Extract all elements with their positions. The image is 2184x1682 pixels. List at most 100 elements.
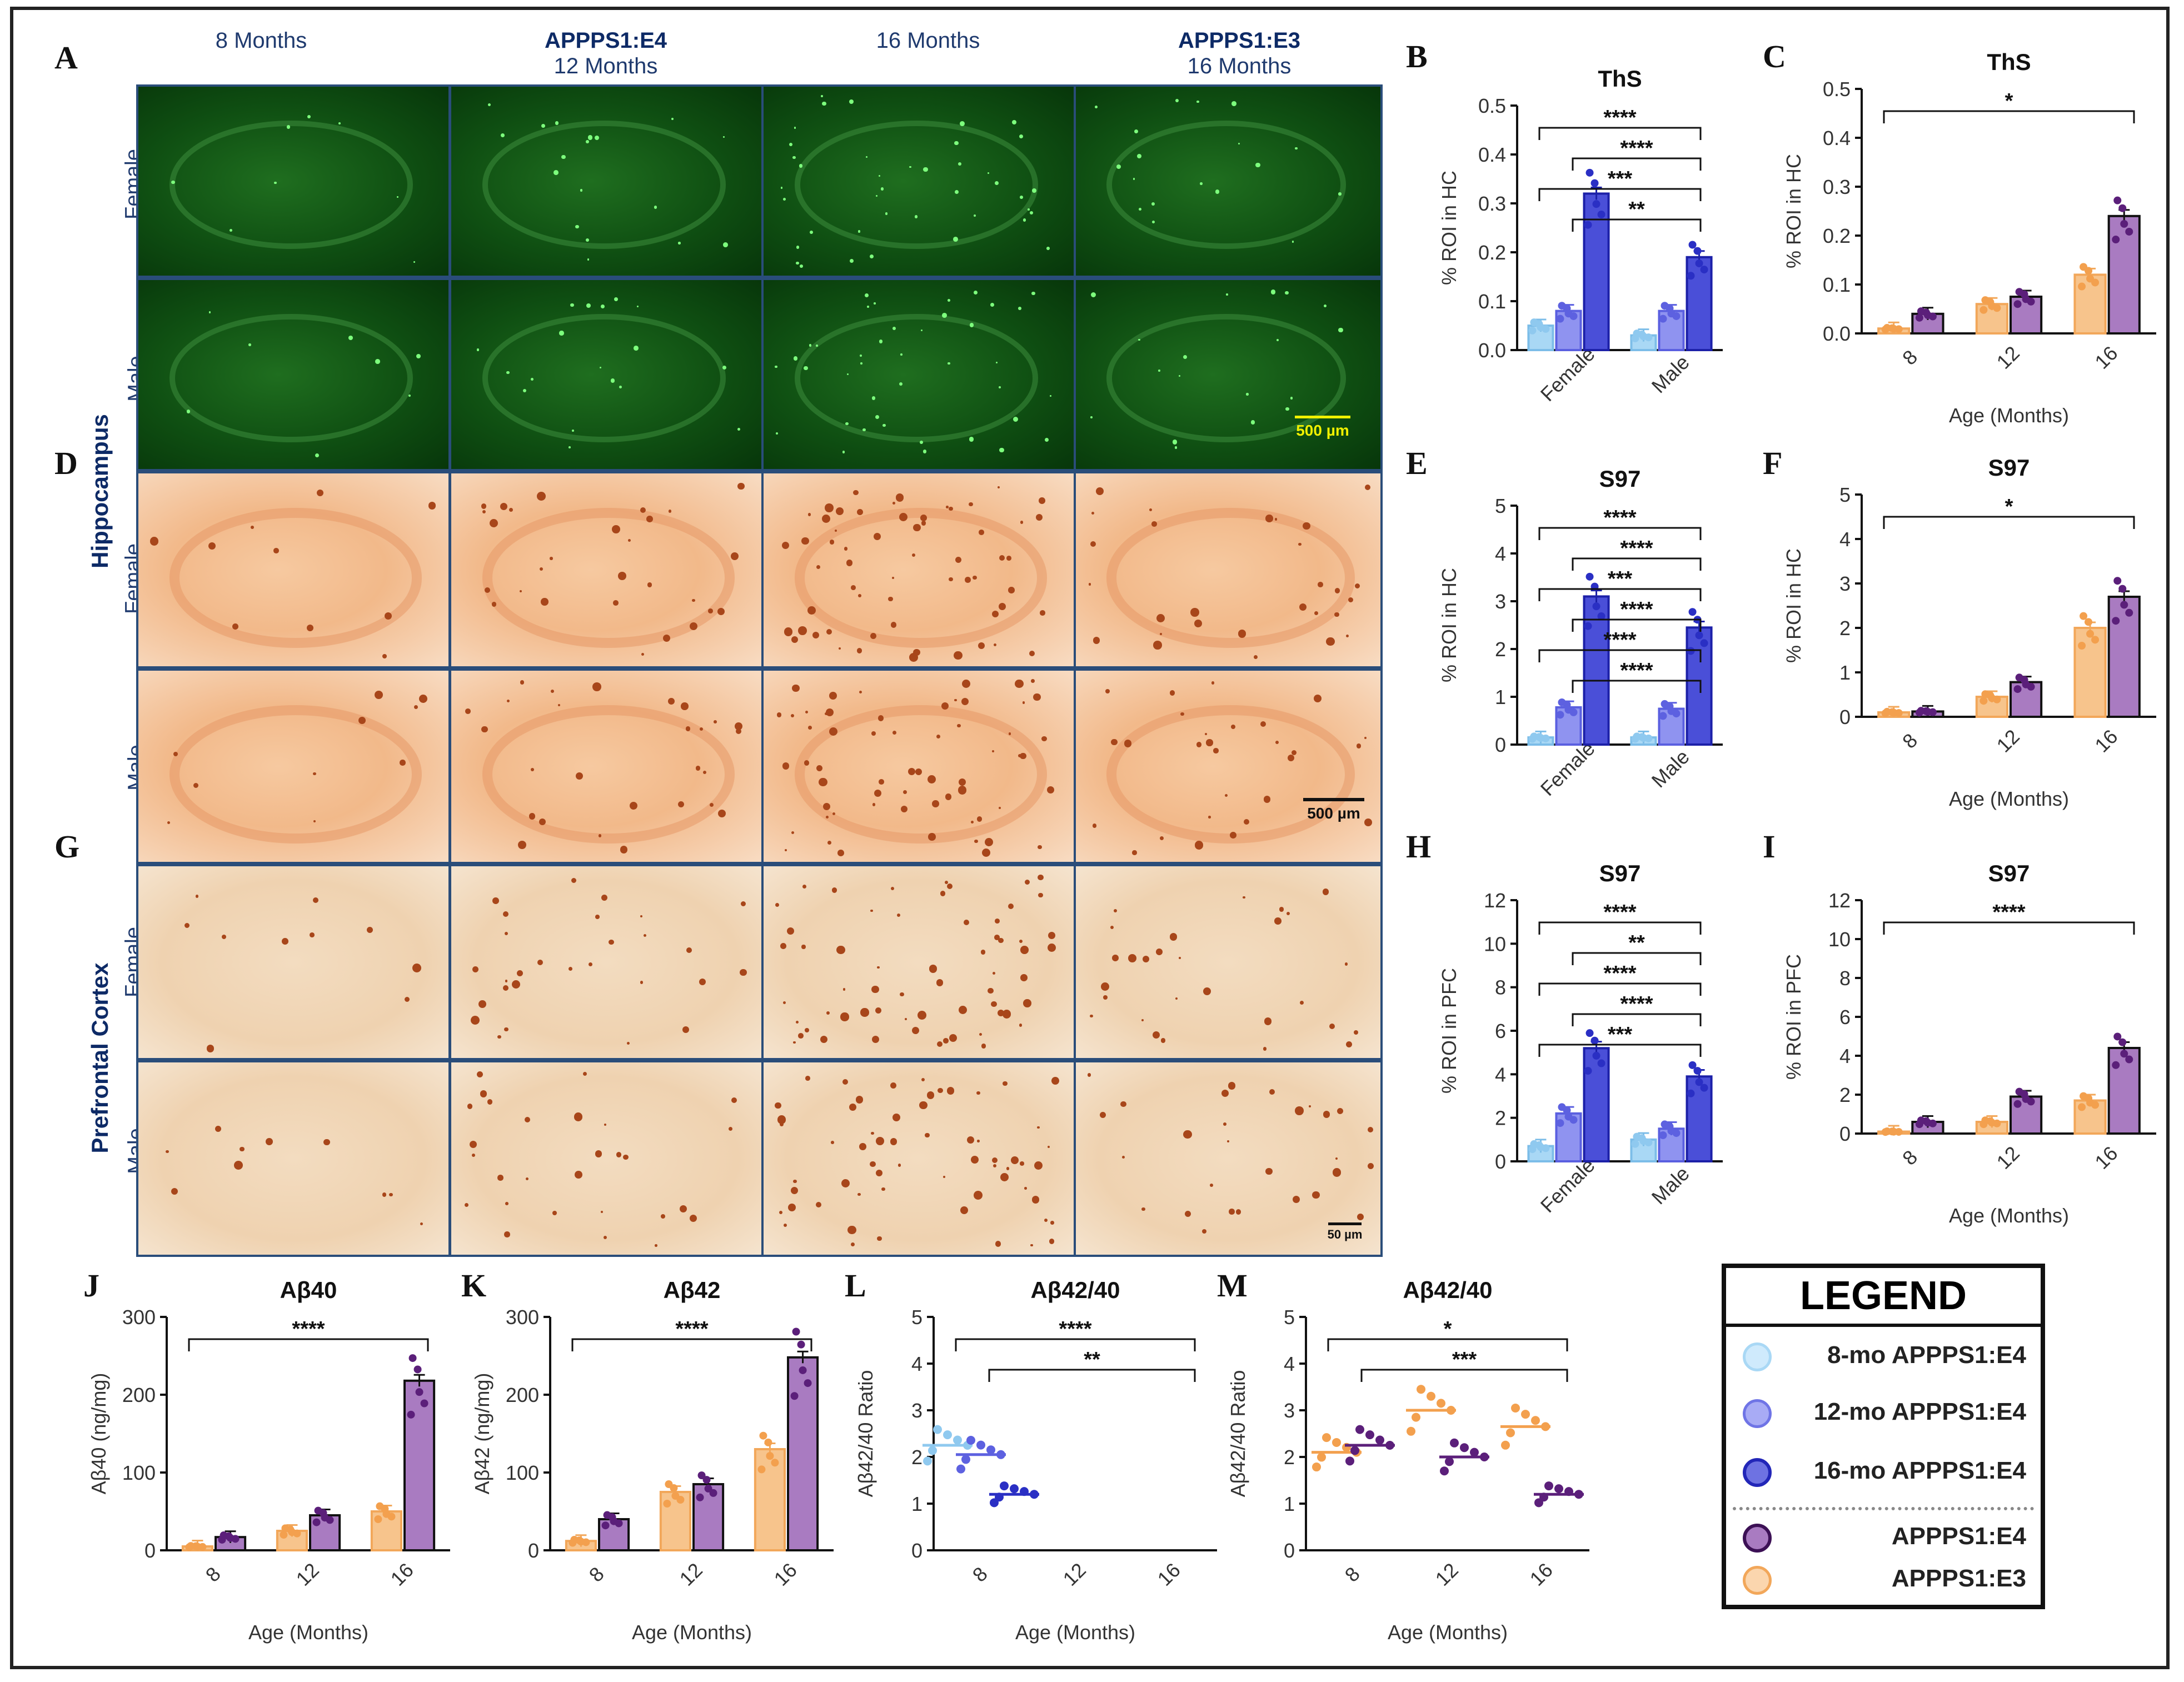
plaque-dot — [530, 767, 534, 771]
plaque-dot — [955, 557, 961, 563]
plaque-dot — [787, 1203, 796, 1211]
chart-title: Aβ42/40 — [1030, 1277, 1120, 1303]
plaque-dot — [1180, 712, 1184, 716]
plaque-dot — [1000, 1172, 1009, 1182]
plaque-dot — [1357, 1213, 1364, 1220]
scalebar-s97-pfc: 50 µm — [1323, 1222, 1367, 1242]
plaque-dot — [964, 919, 970, 925]
y-tick-label: 0.2 — [1823, 224, 1851, 247]
panel-label-d: D — [54, 445, 78, 481]
data-point — [1592, 1051, 1600, 1060]
column-header-2-sub: 12 Months — [554, 54, 658, 78]
plaque-dot — [1364, 818, 1373, 827]
data-point — [413, 1365, 422, 1374]
plaque-dot — [265, 1138, 273, 1145]
data-point — [1981, 1116, 1989, 1125]
x-tick-label: 12 — [1992, 342, 2024, 373]
plaque-dot — [681, 702, 689, 710]
data-point — [1661, 1120, 1669, 1129]
plaque-dot — [1160, 1038, 1166, 1043]
plaque-dot — [1205, 733, 1208, 736]
y-tick-label: 8 — [1839, 967, 1851, 990]
plaque-dot — [1049, 1239, 1055, 1244]
data-point — [570, 1535, 579, 1544]
plaque-dot — [536, 492, 546, 501]
plaque-dot — [954, 189, 959, 194]
data-point — [696, 1493, 704, 1501]
plaque-dot — [995, 362, 998, 364]
plaque-dot — [969, 502, 973, 506]
micrograph-tile-r6-c1 — [136, 1060, 451, 1257]
data-point — [1407, 1426, 1415, 1436]
plaque-dot — [569, 966, 573, 971]
plaque-dot — [965, 577, 971, 583]
plaque-dot — [1003, 1010, 1011, 1019]
plaque-dot — [958, 1006, 967, 1015]
x-tick-label: 12 — [1059, 1559, 1090, 1590]
data-point — [2120, 601, 2128, 609]
plaque-dot — [998, 603, 1006, 611]
plaque-dot — [1025, 880, 1030, 885]
x-tick-label: 16 — [770, 1559, 801, 1590]
plaque-dot — [797, 1033, 804, 1039]
significance-bracket — [1360, 1369, 1568, 1382]
plaque-dot — [586, 303, 591, 308]
plaque-dot — [994, 934, 1000, 940]
x-tick-label: 8 — [585, 1563, 609, 1586]
plaque-dot — [1265, 515, 1273, 522]
plaque-dot — [797, 626, 807, 635]
plaque-dot — [1175, 997, 1178, 1000]
plaque-dot — [689, 622, 698, 630]
plaque-dot — [991, 1001, 997, 1007]
plaque-dot — [1338, 192, 1342, 196]
plaque-dot — [382, 654, 387, 658]
plaque-dot — [876, 195, 878, 197]
data-point — [288, 1528, 296, 1536]
legend-box: LEGEND 8-mo APPPS1:E4 12-mo APPPS1:E4 16… — [1722, 1264, 2045, 1609]
plaque-dot — [928, 832, 936, 841]
bar — [1583, 192, 1610, 351]
significance-bracket — [955, 1338, 1196, 1351]
plaque-dot — [616, 1152, 621, 1157]
significance-stars: *** — [1452, 1348, 1477, 1371]
plaque-dot — [978, 530, 984, 535]
plaque-dot — [737, 482, 745, 490]
plaque-dot — [1015, 679, 1024, 688]
plaque-dot — [1213, 748, 1219, 753]
data-point — [995, 1493, 1004, 1502]
data-point — [1365, 1430, 1374, 1440]
plaque-dot — [1312, 1191, 1320, 1199]
plaque-dot — [740, 969, 747, 976]
plaque-dot — [722, 365, 727, 370]
chart-h: S97 0 2 4 6 8 10 12% ROI in PFC Female Male **** **… — [1434, 856, 1734, 1256]
plaque-dot — [1211, 681, 1215, 685]
x-axis-label: Age (Months) — [1015, 1621, 1135, 1644]
hippocampus-outline — [794, 705, 1048, 844]
data-point — [2113, 577, 2122, 585]
plaque-dot — [1228, 1082, 1236, 1090]
plaque-dot — [957, 723, 961, 728]
y-tick-label: 12 — [1484, 889, 1506, 912]
data-point — [1558, 302, 1566, 310]
y-tick-label: 10 — [1828, 928, 1851, 951]
plaque-dot — [987, 172, 989, 174]
plaque-dot — [1215, 189, 1220, 194]
plaque-dot — [948, 362, 950, 365]
plaque-dot — [315, 453, 319, 458]
plaque-dot — [1091, 292, 1096, 298]
data-point — [956, 1464, 965, 1474]
plaque-dot — [877, 966, 880, 969]
plaque-dot — [541, 598, 549, 606]
plaque-dot — [1223, 1122, 1226, 1126]
data-point — [1000, 1481, 1009, 1491]
plaque-dot — [984, 837, 994, 847]
plaque-dot — [472, 966, 479, 972]
plaque-dot — [1038, 845, 1042, 849]
plaque-dot — [789, 143, 793, 147]
plaque-dot — [1299, 1000, 1304, 1005]
plaque-dot — [580, 189, 583, 192]
plaque-dot — [823, 803, 831, 811]
data-point — [1979, 306, 1988, 314]
plaque-dot — [959, 778, 966, 786]
plaque-dot — [613, 600, 619, 606]
